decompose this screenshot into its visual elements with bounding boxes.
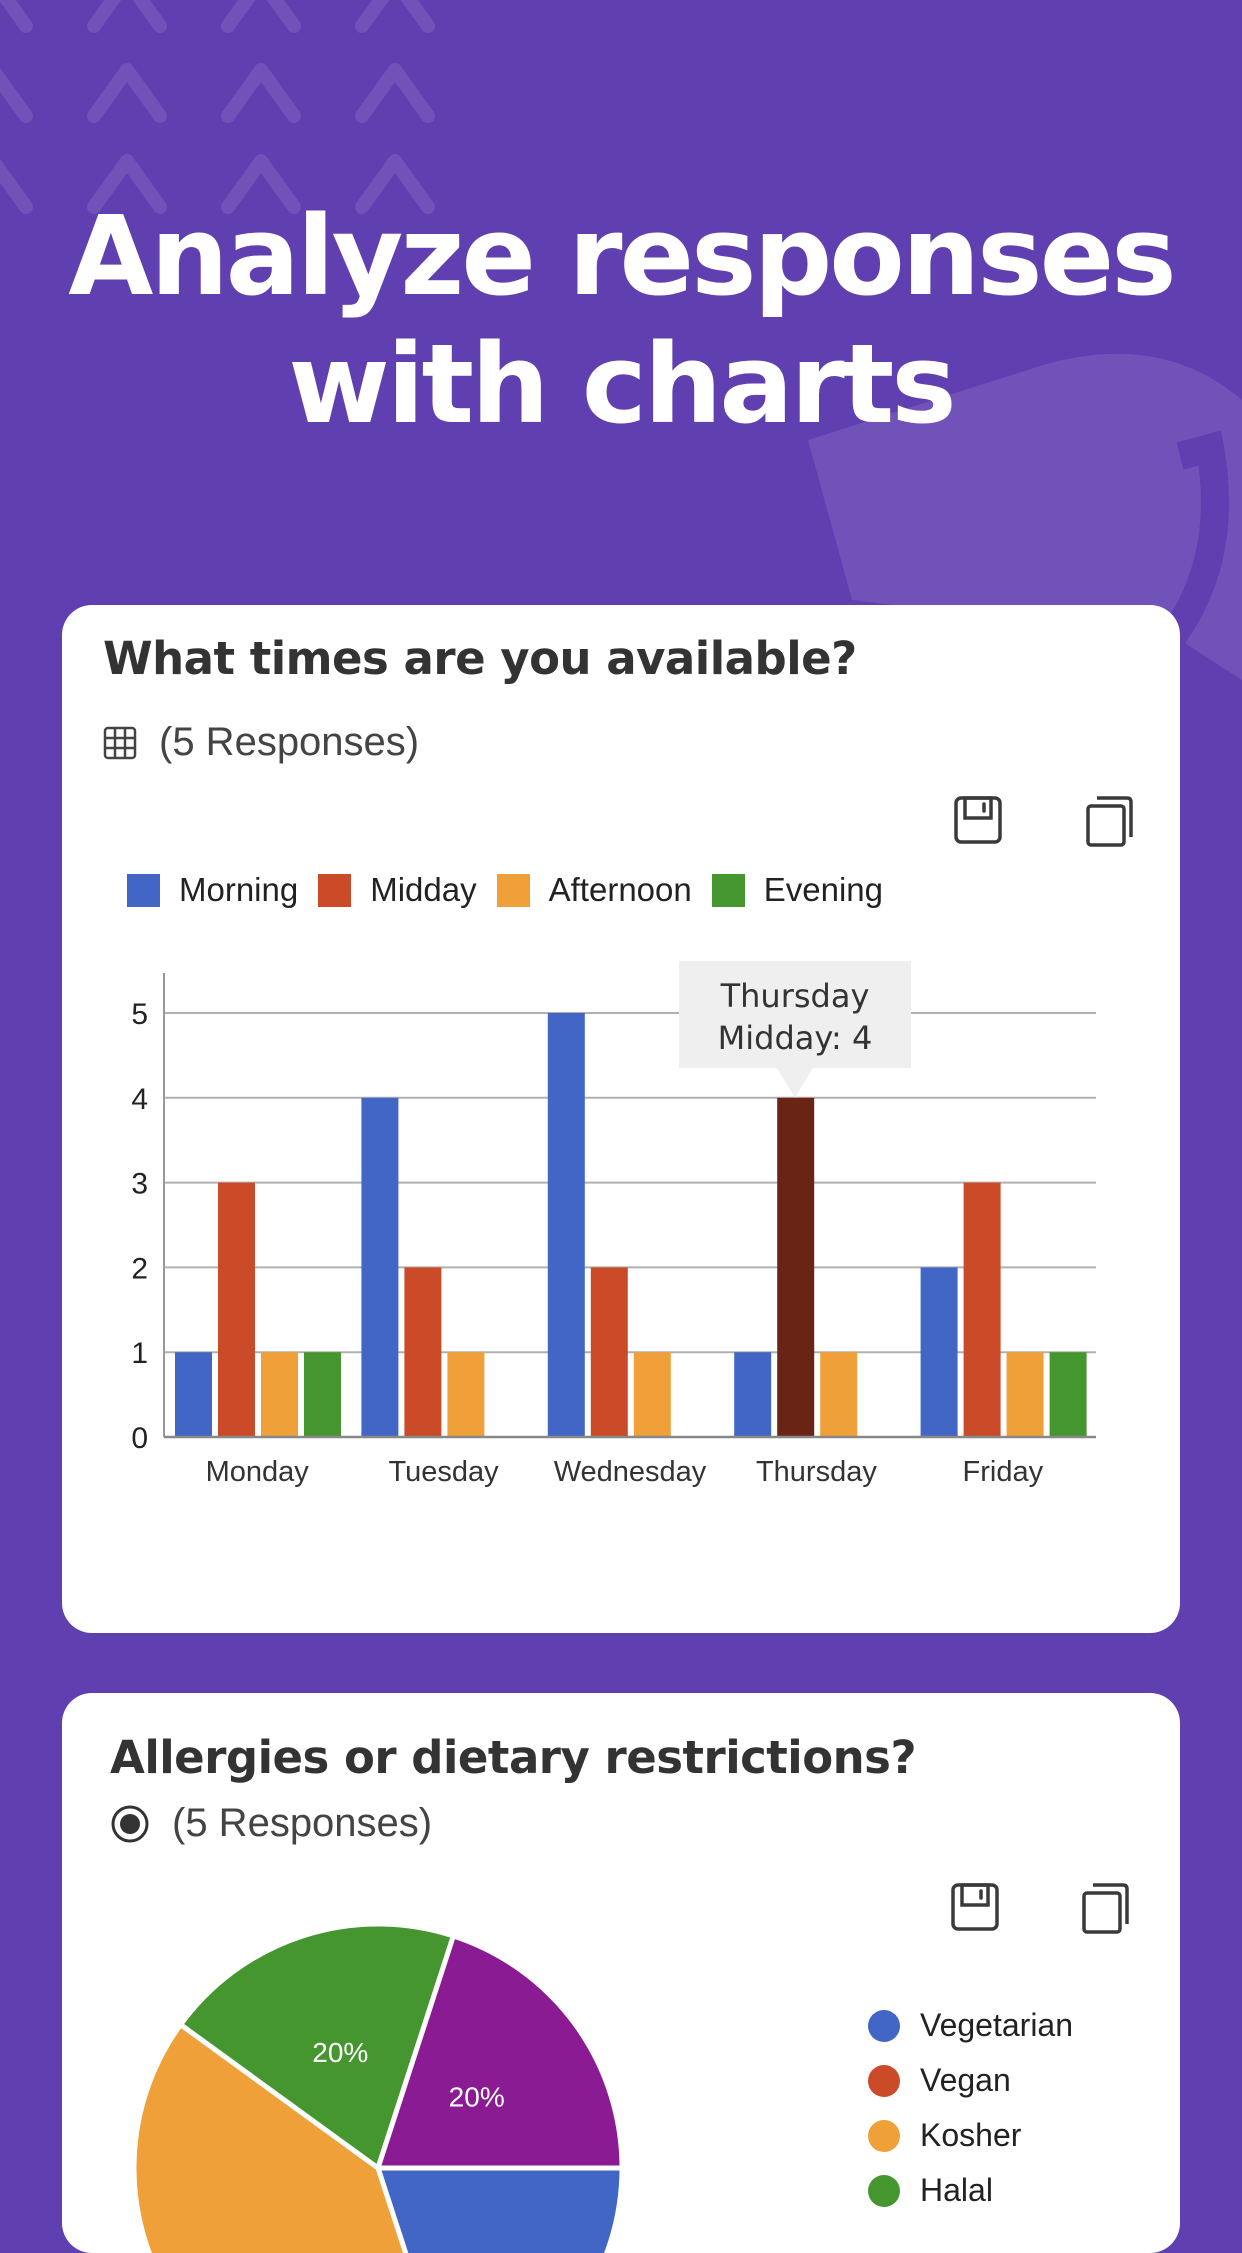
bar[interactable] xyxy=(361,1097,399,1437)
tooltip-title: Thursday xyxy=(720,977,870,1015)
pie-chart[interactable]: 20% 20% xyxy=(62,1693,1180,2253)
y-tick-label: 0 xyxy=(131,1422,148,1455)
legend-dot xyxy=(868,2174,900,2207)
legend-dot xyxy=(868,2119,900,2152)
pie-slice[interactable] xyxy=(178,1921,456,2171)
bar[interactable] xyxy=(447,1352,485,1437)
legend-swatch xyxy=(318,873,352,907)
copy-chart-button[interactable] xyxy=(1081,1882,1131,1934)
tooltip-value: Midday: 4 xyxy=(718,1019,873,1057)
question-title: Allergies or dietary restrictions? xyxy=(110,1731,917,1784)
save-icon xyxy=(954,796,1002,844)
legend-item-morning[interactable]: Morning xyxy=(127,871,298,909)
response-count: (5 Responses) xyxy=(103,720,419,765)
x-tick-label: Monday xyxy=(206,1456,310,1488)
cup-shape xyxy=(808,353,1242,680)
y-tick-label: 2 xyxy=(131,1252,148,1285)
y-tick-label: 4 xyxy=(131,1083,148,1116)
save-chart-button[interactable] xyxy=(950,1882,1000,1932)
legend-item-kosher[interactable]: Kosher xyxy=(868,2108,1073,2163)
response-count: (5 Responses) xyxy=(110,1801,432,1846)
grid-icon xyxy=(103,726,137,759)
bar[interactable] xyxy=(1049,1352,1087,1437)
legend-swatch xyxy=(496,873,530,907)
y-tick-label: 3 xyxy=(131,1168,148,1201)
legend-item-afternoon[interactable]: Afternoon xyxy=(496,871,692,909)
bar[interactable] xyxy=(963,1182,1001,1437)
save-icon xyxy=(951,1883,999,1931)
bar[interactable] xyxy=(261,1352,298,1437)
legend-dot xyxy=(868,2009,900,2042)
x-tick-label: Friday xyxy=(963,1456,1044,1488)
pie-chart-card: Allergies or dietary restrictions? (5 Re… xyxy=(62,1693,1180,2253)
bar-chart-card: What times are you available? (5 Respons… xyxy=(62,605,1180,1633)
pie-slice[interactable] xyxy=(375,1933,625,2171)
save-chart-button[interactable] xyxy=(953,795,1003,845)
copy-icon xyxy=(1082,1883,1129,1934)
bar[interactable] xyxy=(590,1267,628,1437)
bar-chart[interactable]: 0 1 2 3 4 5 Monday Tuesday Wednesday Thursday Frid… xyxy=(62,605,1180,1633)
question-title: What times are you available? xyxy=(103,632,857,685)
x-tick-label: Thursday xyxy=(756,1456,877,1488)
copy-icon xyxy=(1086,796,1133,847)
radio-icon xyxy=(111,1805,149,1842)
bar[interactable] xyxy=(175,1352,212,1437)
chart-legend: Morning Midday Afternoon Evening xyxy=(127,871,903,909)
bar[interactable] xyxy=(304,1352,341,1437)
copy-chart-button[interactable] xyxy=(1085,795,1135,847)
slice-label: 20% xyxy=(312,2037,368,2068)
legend-swatch xyxy=(711,873,745,907)
pie-slice[interactable] xyxy=(131,2022,453,2253)
y-tick-label: 5 xyxy=(131,998,148,1031)
pie-legend: Vegetarian Vegan Kosher Halal xyxy=(868,1998,1073,2218)
slice-label: 20% xyxy=(449,2081,505,2112)
legend-dot xyxy=(868,2064,900,2097)
bar[interactable] xyxy=(633,1352,671,1437)
legend-swatch xyxy=(127,873,160,907)
bar[interactable] xyxy=(820,1352,858,1437)
legend-item-vegan[interactable]: Vegan xyxy=(868,2053,1073,2108)
tooltip xyxy=(679,961,911,1068)
bar[interactable] xyxy=(404,1267,442,1437)
bar[interactable] xyxy=(920,1267,958,1437)
hero-title: Analyze responses with charts xyxy=(68,192,1177,448)
legend-item-halal[interactable]: Halal xyxy=(868,2163,1073,2218)
bar[interactable] xyxy=(777,1097,815,1437)
legend-item-evening[interactable]: Evening xyxy=(711,871,883,909)
legend-item-vegetarian[interactable]: Vegetarian xyxy=(868,1998,1073,2053)
bar[interactable] xyxy=(734,1352,772,1437)
legend-item-midday[interactable]: Midday xyxy=(318,871,477,909)
bar[interactable] xyxy=(547,1013,585,1437)
x-tick-label: Wednesday xyxy=(554,1456,707,1488)
x-tick-label: Tuesday xyxy=(389,1456,500,1488)
bar[interactable] xyxy=(1006,1352,1044,1437)
pie-slice[interactable] xyxy=(375,2165,625,2253)
bar[interactable] xyxy=(218,1182,255,1437)
y-tick-label: 1 xyxy=(131,1337,148,1370)
